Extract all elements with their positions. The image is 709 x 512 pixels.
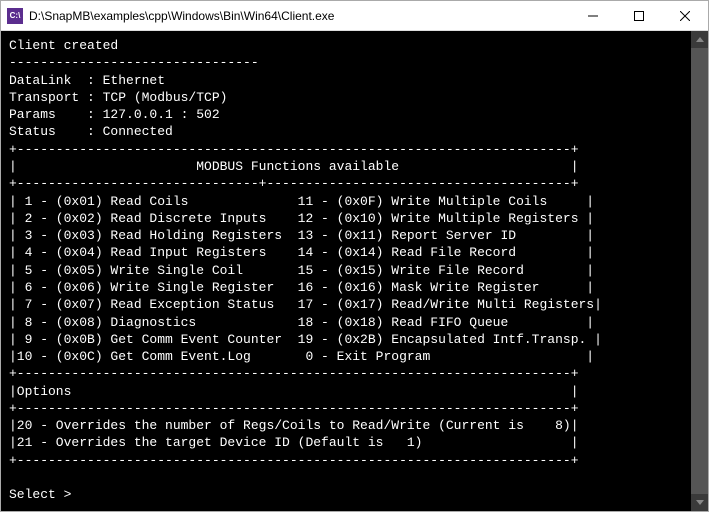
- params-line: Params : 127.0.0.1 : 502: [9, 107, 220, 122]
- scroll-up-button[interactable]: [691, 31, 708, 48]
- function-row: | 9 - (0x0B) Get Comm Event Counter 19 -…: [9, 332, 602, 347]
- function-row: | 8 - (0x08) Diagnostics 18 - (0x18) Rea…: [9, 315, 594, 330]
- window-title: D:\SnapMB\examples\cpp\Windows\Bin\Win64…: [29, 9, 570, 23]
- close-button[interactable]: [662, 1, 708, 30]
- scroll-down-button[interactable]: [691, 494, 708, 511]
- function-row: | 1 - (0x01) Read Coils 11 - (0x0F) Writ…: [9, 194, 594, 209]
- function-row: | 7 - (0x07) Read Exception Status 17 - …: [9, 297, 602, 312]
- vertical-scrollbar[interactable]: [691, 31, 708, 511]
- table-border: +---------------------------------------…: [9, 142, 579, 157]
- maximize-icon: [634, 11, 644, 21]
- terminal-output[interactable]: Client created -------------------------…: [1, 31, 691, 511]
- close-icon: [680, 11, 690, 21]
- window-controls: [570, 1, 708, 30]
- minimize-icon: [588, 11, 598, 21]
- separator: --------------------------------: [9, 55, 259, 70]
- table-border: +---------------------------------------…: [9, 453, 579, 468]
- scrollbar-thumb[interactable]: [691, 48, 708, 494]
- datalink-line: DataLink : Ethernet: [9, 73, 165, 88]
- prompt: Select >: [9, 487, 71, 502]
- transport-line: Transport : TCP (Modbus/TCP): [9, 90, 227, 105]
- chevron-up-icon: [696, 37, 704, 42]
- status-line: Status : Connected: [9, 124, 173, 139]
- terminal-area: Client created -------------------------…: [1, 31, 708, 511]
- option-row: |21 - Overrides the target Device ID (De…: [9, 435, 579, 450]
- app-icon: C:\: [7, 8, 23, 24]
- table-border: +---------------------------------------…: [9, 366, 579, 381]
- table-border: +---------------------------------------…: [9, 401, 579, 416]
- minimize-button[interactable]: [570, 1, 616, 30]
- function-row: | 3 - (0x03) Read Holding Registers 13 -…: [9, 228, 594, 243]
- client-created-line: Client created: [9, 38, 118, 53]
- chevron-down-icon: [696, 500, 704, 505]
- function-row: | 4 - (0x04) Read Input Registers 14 - (…: [9, 245, 594, 260]
- titlebar[interactable]: C:\ D:\SnapMB\examples\cpp\Windows\Bin\W…: [1, 1, 708, 31]
- app-window: C:\ D:\SnapMB\examples\cpp\Windows\Bin\W…: [0, 0, 709, 512]
- function-row: | 2 - (0x02) Read Discrete Inputs 12 - (…: [9, 211, 594, 226]
- table-title: | MODBUS Functions available |: [9, 159, 579, 174]
- maximize-button[interactable]: [616, 1, 662, 30]
- function-row: | 6 - (0x06) Write Single Register 16 - …: [9, 280, 594, 295]
- function-row: |10 - (0x0C) Get Comm Event.Log 0 - Exit…: [9, 349, 594, 364]
- scrollbar-track[interactable]: [691, 48, 708, 494]
- function-row: | 5 - (0x05) Write Single Coil 15 - (0x1…: [9, 263, 594, 278]
- options-title: |Options |: [9, 384, 579, 399]
- table-border: +-------------------------------+-------…: [9, 176, 579, 191]
- option-row: |20 - Overrides the number of Regs/Coils…: [9, 418, 579, 433]
